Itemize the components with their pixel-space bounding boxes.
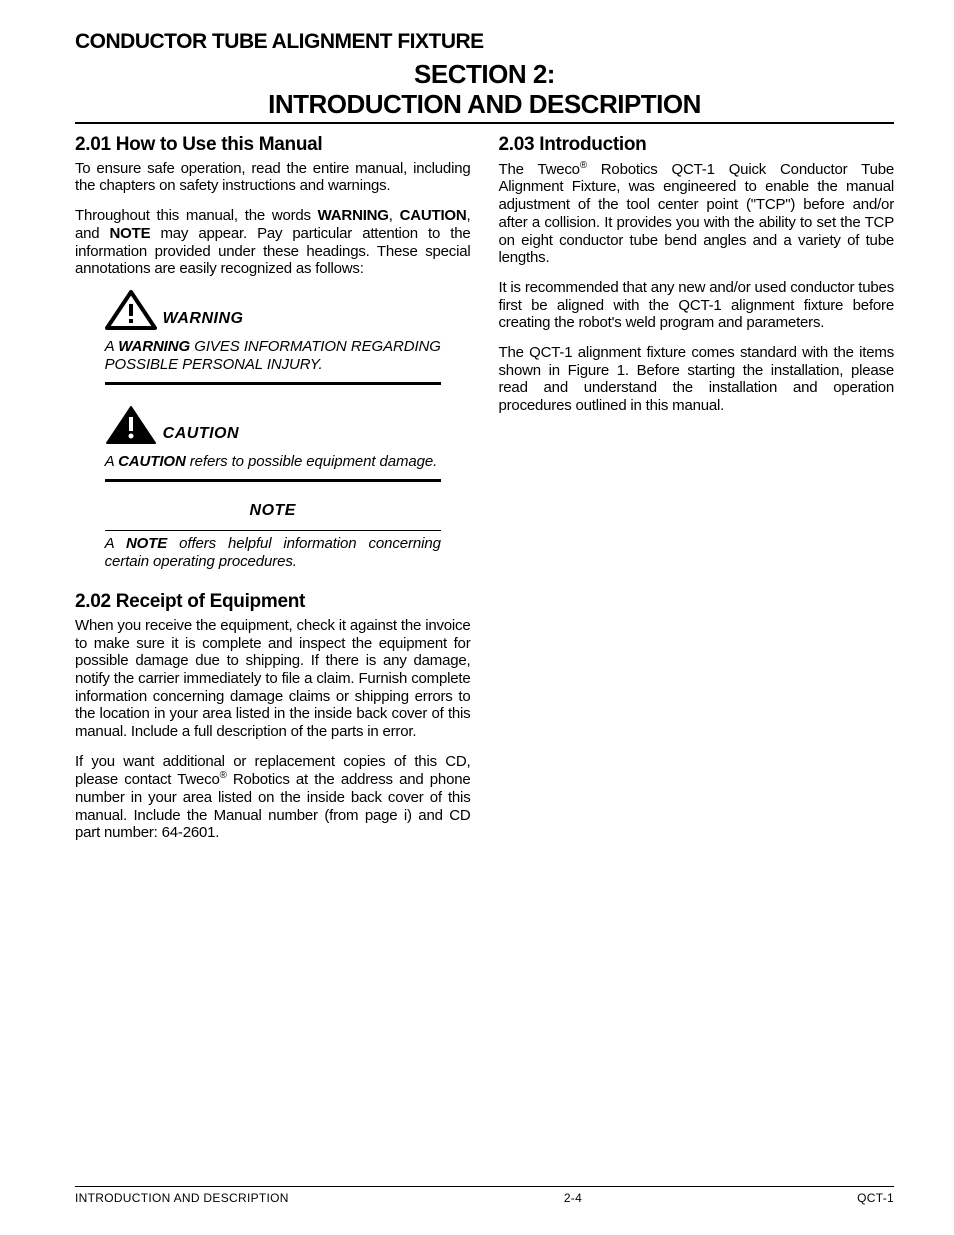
section-line-1: SECTION 2: xyxy=(414,59,555,89)
page-footer: INTRODUCTION AND DESCRIPTION 2-4 QCT-1 xyxy=(75,1186,894,1205)
warning-callout: WARNING A WARNING GIVES INFORMATION REGA… xyxy=(105,290,441,385)
section-line-2: INTRODUCTION AND DESCRIPTION xyxy=(268,89,701,119)
warning-rule xyxy=(105,382,441,385)
caution-triangle-icon xyxy=(105,405,157,445)
footer-center: 2-4 xyxy=(564,1191,582,1205)
footer-left: INTRODUCTION AND DESCRIPTION xyxy=(75,1191,289,1205)
right-column: 2.03 Introduction The Tweco® Robotics QC… xyxy=(499,134,895,854)
two-column-layout: 2.01 How to Use this Manual To ensure sa… xyxy=(75,134,894,854)
caution-rule xyxy=(105,479,441,482)
para-2-01-2: Throughout this manual, the words WARNIN… xyxy=(75,207,471,278)
warning-triangle-icon xyxy=(105,290,157,330)
caution-callout: CAUTION A CAUTION refers to possible equ… xyxy=(105,405,441,482)
caution-label: CAUTION xyxy=(163,425,239,445)
para-2-01-1: To ensure safe operation, read the entir… xyxy=(75,160,471,195)
para-2-03-3: The QCT-1 alignment fixture comes standa… xyxy=(499,344,895,415)
para-2-02-2: If you want additional or replacement co… xyxy=(75,753,471,842)
left-column: 2.01 How to Use this Manual To ensure sa… xyxy=(75,134,471,854)
document-title: CONDUCTOR TUBE ALIGNMENT FIXTURE xyxy=(75,30,894,54)
note-text: A NOTE offers helpful information concer… xyxy=(105,535,441,571)
section-rule xyxy=(75,122,894,124)
heading-2-02: 2.02 Receipt of Equipment xyxy=(75,591,471,613)
note-label: NOTE xyxy=(250,502,296,522)
heading-2-03: 2.03 Introduction xyxy=(499,134,895,156)
footer-right: QCT-1 xyxy=(857,1191,894,1205)
para-2-03-2: It is recommended that any new and/or us… xyxy=(499,279,895,332)
para-2-03-1: The Tweco® Robotics QCT-1 Quick Conducto… xyxy=(499,160,895,267)
warning-text: A WARNING GIVES INFORMATION REGARDING PO… xyxy=(105,338,441,374)
caution-text: A CAUTION refers to possible equipment d… xyxy=(105,453,441,471)
warning-label: WARNING xyxy=(163,310,244,330)
para-2-02-1: When you receive the equipment, check it… xyxy=(75,617,471,741)
heading-2-01: 2.01 How to Use this Manual xyxy=(75,134,471,156)
note-callout: NOTE A NOTE offers helpful information c… xyxy=(105,502,441,571)
section-heading: SECTION 2: INTRODUCTION AND DESCRIPTION xyxy=(75,60,894,120)
note-rule xyxy=(105,530,441,531)
